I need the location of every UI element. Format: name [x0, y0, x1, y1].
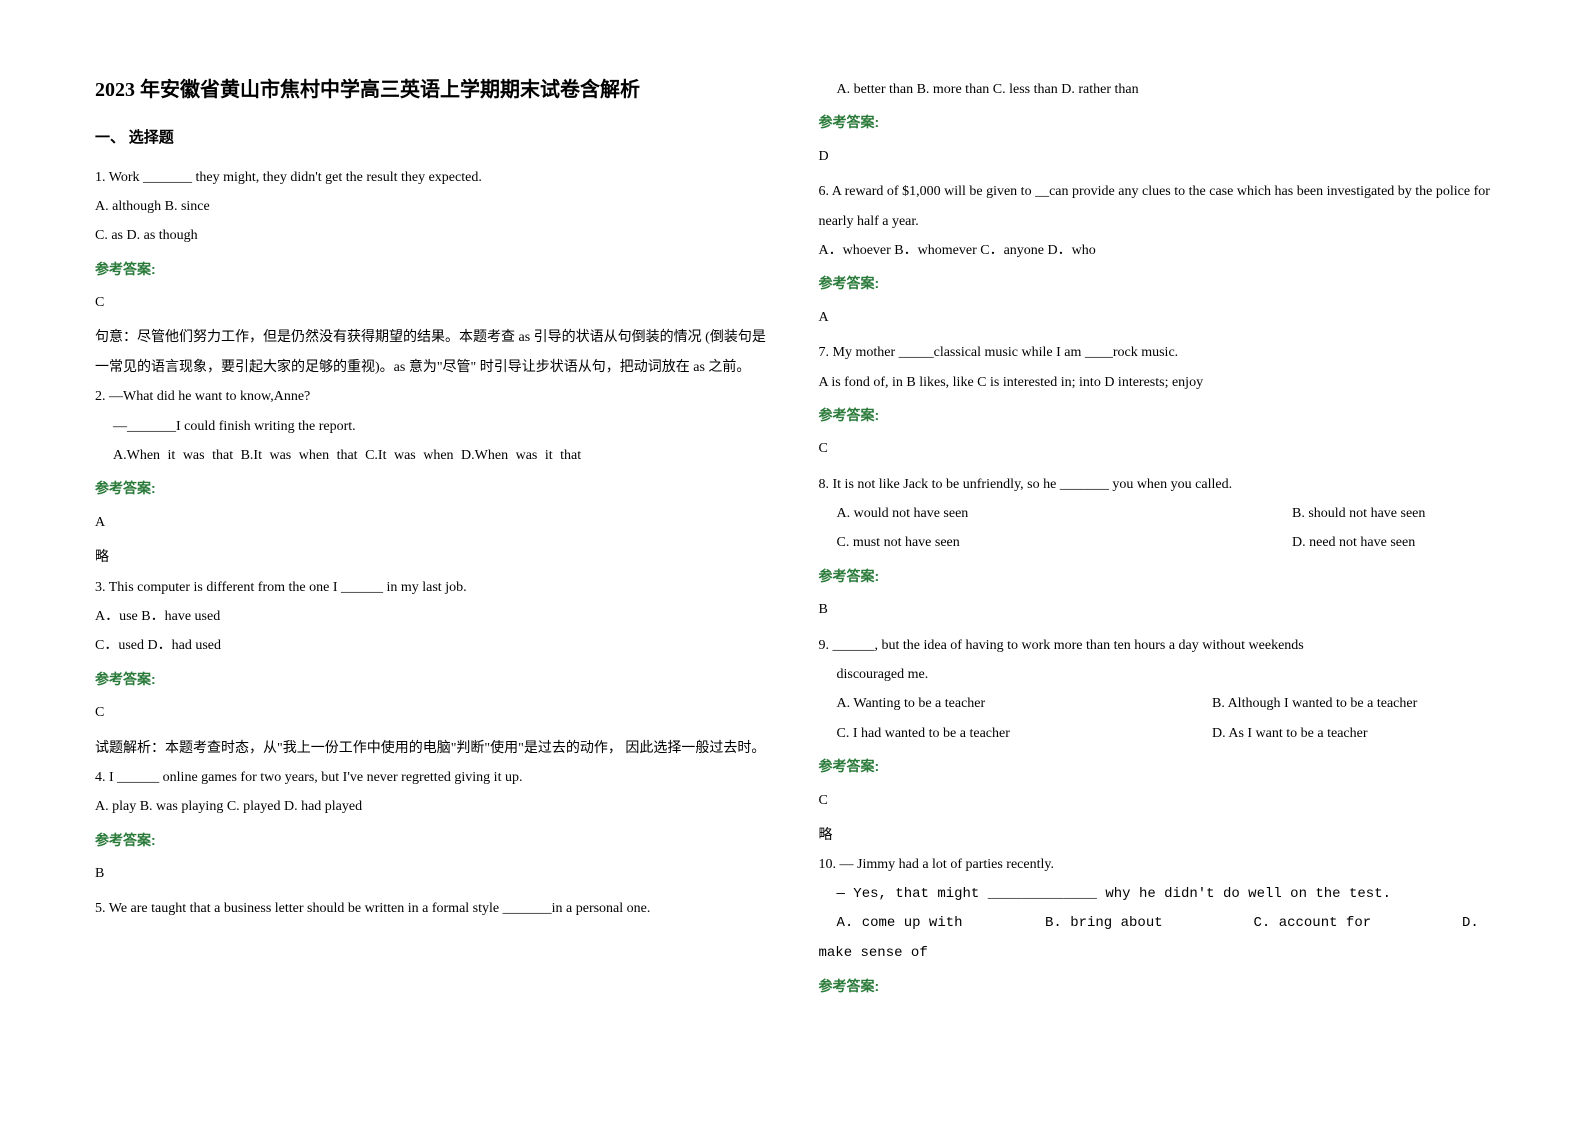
q9-answer: C	[819, 786, 1493, 815]
q5-options: A. better than B. more than C. less than…	[819, 75, 1493, 104]
q3-answer: C	[95, 698, 769, 727]
q8-optB: B. should not have seen	[1292, 499, 1492, 528]
answer-label: 参考答案:	[95, 665, 769, 694]
q2-text2: —_______I could finish writing the repor…	[95, 412, 769, 441]
right-column: A. better than B. more than C. less than…	[819, 75, 1493, 1047]
q8-optD: D. need not have seen	[1292, 528, 1492, 557]
q9-optC: C. I had wanted to be a teacher	[837, 719, 1213, 748]
q1-text: 1. Work _______ they might, they didn't …	[95, 163, 769, 192]
q9-optB: B. Although I wanted to be a teacher	[1212, 689, 1492, 718]
q4-answer: B	[95, 859, 769, 888]
document-title: 2023 年安徽省黄山市焦村中学高三英语上学期期末试卷含解析	[95, 75, 769, 105]
section-header: 一、 选择题	[95, 123, 769, 155]
q1-explain: 句意：尽管他们努力工作，但是仍然没有获得期望的结果。本题考查 as 引导的状语从…	[95, 323, 769, 382]
q3-text: 3. This computer is different from the o…	[95, 573, 769, 602]
answer-label: 参考答案:	[819, 562, 1493, 591]
q9-options-row2: C. I had wanted to be a teacher D. As I …	[819, 719, 1493, 748]
q7-text: 7. My mother _____classical music while …	[819, 338, 1493, 367]
q8-optC: C. must not have seen	[837, 528, 1293, 557]
answer-label: 参考答案:	[819, 269, 1493, 298]
q10-text2: — Yes, that might _____________ why he d…	[819, 880, 1493, 909]
q6-answer: A	[819, 303, 1493, 332]
q8-options-row1: A. would not have seen B. should not hav…	[819, 499, 1493, 528]
q7-options: A is fond of, in B likes, like C is inte…	[819, 368, 1493, 397]
answer-label: 参考答案:	[819, 401, 1493, 430]
q5-text: 5. We are taught that a business letter …	[95, 894, 769, 923]
q10-optA: A. come up with	[819, 909, 1046, 938]
answer-label: 参考答案:	[819, 108, 1493, 137]
q4-text: 4. I ______ online games for two years, …	[95, 763, 769, 792]
q2-omit: 略	[95, 543, 769, 572]
answer-label: 参考答案:	[95, 826, 769, 855]
answer-label: 参考答案:	[95, 474, 769, 503]
q9-omit: 略	[819, 821, 1493, 850]
q9-options-row1: A. Wanting to be a teacher B. Although I…	[819, 689, 1493, 718]
q8-options-row2: C. must not have seen D. need not have s…	[819, 528, 1493, 557]
q5-answer: D	[819, 142, 1493, 171]
q10-text: 10. — Jimmy had a lot of parties recentl…	[819, 850, 1493, 879]
q3-options-1: A．use B．have used	[95, 602, 769, 631]
left-column: 2023 年安徽省黄山市焦村中学高三英语上学期期末试卷含解析 一、 选择题 1.…	[95, 75, 769, 1047]
answer-label: 参考答案:	[819, 972, 1493, 1001]
q2-options: A.When it was that B.It was when that C.…	[95, 441, 769, 470]
q6-text: 6. A reward of $1,000 will be given to _…	[819, 177, 1493, 236]
q8-optA: A. would not have seen	[837, 499, 1293, 528]
q2-answer: A	[95, 508, 769, 537]
q1-options-1: A. although B. since	[95, 192, 769, 221]
q4-options: A. play B. was playing C. played D. had …	[95, 792, 769, 821]
q3-options-2: C．used D．had used	[95, 631, 769, 660]
q3-explain: 试题解析：本题考查时态，从"我上一份工作中使用的电脑"判断"使用"是过去的动作，…	[95, 734, 769, 763]
q8-text: 8. It is not like Jack to be unfriendly,…	[819, 470, 1493, 499]
q9-optD: D. As I want to be a teacher	[1212, 719, 1492, 748]
q10-optB: B. bring about	[1045, 909, 1254, 938]
q8-answer: B	[819, 595, 1493, 624]
q9-optA: A. Wanting to be a teacher	[837, 689, 1213, 718]
q10-text3: make sense of	[819, 939, 1493, 968]
q2-text: 2. —What did he want to know,Anne?	[95, 382, 769, 411]
q9-text2: discouraged me.	[819, 660, 1493, 689]
q10-optC: C. account for	[1254, 909, 1463, 938]
page-container: 2023 年安徽省黄山市焦村中学高三英语上学期期末试卷含解析 一、 选择题 1.…	[95, 75, 1492, 1047]
q1-answer: C	[95, 288, 769, 317]
q6-options: A．whoever B．whomever C．anyone D．who	[819, 236, 1493, 265]
q1-options-2: C. as D. as though	[95, 221, 769, 250]
q10-optD: D.	[1462, 909, 1492, 938]
q9-text: 9. ______, but the idea of having to wor…	[819, 631, 1493, 660]
answer-label: 参考答案:	[95, 255, 769, 284]
q10-options-row: A. come up with B. bring about C. accoun…	[819, 909, 1493, 938]
answer-label: 参考答案:	[819, 752, 1493, 781]
q7-answer: C	[819, 434, 1493, 463]
